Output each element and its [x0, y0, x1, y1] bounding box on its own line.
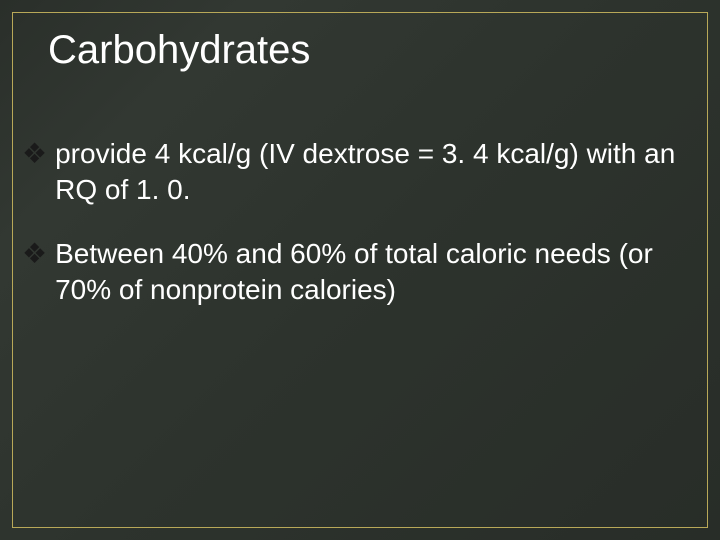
bullet-text: Between 40% and 60% of total caloric nee… [55, 236, 690, 308]
bullet-icon: ❖ [22, 136, 47, 172]
list-item: ❖ provide 4 kcal/g (IV dextrose = 3. 4 k… [22, 136, 690, 208]
bullet-text: provide 4 kcal/g (IV dextrose = 3. 4 kca… [55, 136, 690, 208]
bullet-icon: ❖ [22, 236, 47, 272]
slide-title: Carbohydrates [48, 28, 310, 73]
list-item: ❖ Between 40% and 60% of total caloric n… [22, 236, 690, 308]
bullet-list: ❖ provide 4 kcal/g (IV dextrose = 3. 4 k… [22, 136, 690, 336]
